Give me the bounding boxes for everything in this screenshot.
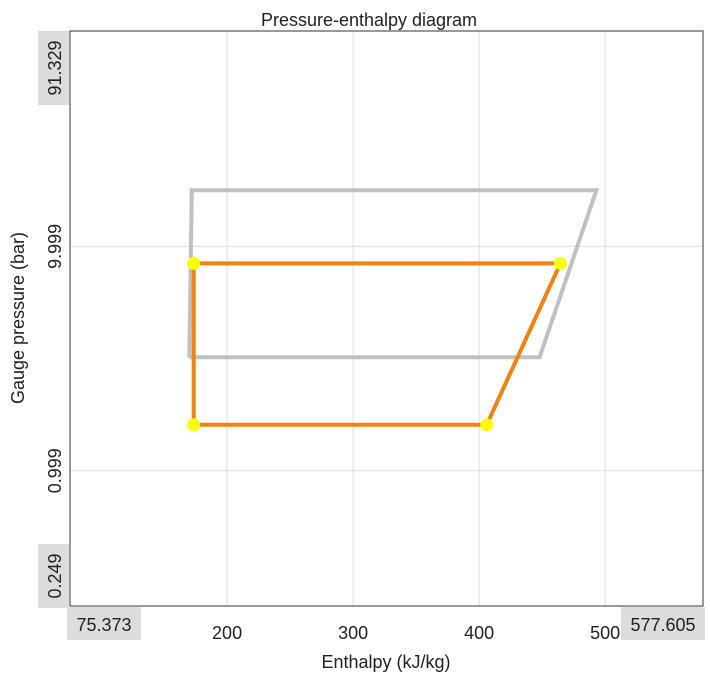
y-limit-label: 0.249 (38, 544, 69, 608)
y-tick-label: 9.999 (45, 224, 65, 269)
x-limit-label: 75.373 (67, 607, 141, 640)
series-point (187, 418, 201, 432)
y-limit-label-box (38, 544, 69, 608)
x-limit-label: 577.605 (621, 607, 705, 640)
y-tick-label: 0.999 (45, 448, 65, 493)
series-point (187, 256, 201, 270)
y-limit-label-text: 0.249 (45, 553, 65, 598)
plot-border (69, 30, 704, 607)
y-limit-label-box (38, 31, 69, 105)
x-limit-label-text: 577.605 (630, 615, 695, 635)
series-point (553, 256, 567, 270)
x-tick-label: 200 (212, 623, 242, 643)
x-tick-label: 400 (464, 623, 494, 643)
x-axis-label: Enthalpy (kJ/kg) (321, 652, 450, 672)
chart-title: Pressure-enthalpy diagram (261, 10, 477, 30)
x-tick-label: 300 (338, 623, 368, 643)
x-limit-label-text: 75.373 (76, 615, 131, 635)
x-limit-label-box (67, 607, 141, 640)
tick-labels: 200 300 400 500 0.999 9.999 75.373 577.605 91.32… (38, 31, 705, 643)
y-axis-label: Gauge pressure (bar) (8, 232, 28, 404)
series-line-0 (187, 188, 600, 360)
plot-area (70, 31, 703, 606)
y-limit-label: 91.329 (38, 31, 69, 105)
x-tick-label: 500 (590, 623, 620, 643)
series-layer (187, 188, 600, 432)
series-point (480, 418, 494, 432)
x-limit-label-box (621, 607, 705, 640)
grid-lines (70, 31, 703, 606)
y-limit-label-text: 91.329 (45, 40, 65, 95)
